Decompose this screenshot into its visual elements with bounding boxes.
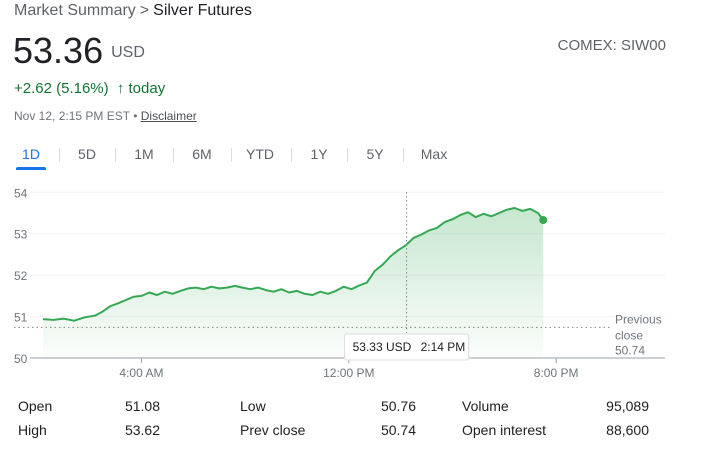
tab-divider [115, 148, 116, 162]
price-line [42, 207, 545, 322]
tab-divider [59, 148, 60, 162]
stat-value-low: 50.76 [380, 398, 416, 414]
tab-1m[interactable]: 1M [134, 146, 154, 162]
tab-1y[interactable]: 1Y [310, 146, 328, 162]
stat-value-volume: 95,089 [606, 398, 649, 414]
tab-divider [231, 148, 232, 162]
tooltip-time: 2:14 PM [421, 340, 466, 354]
price-chart[interactable]: 50 51 52 53 54 4:00 AM 12:00 PM 8:00 PM Previous… [0, 178, 709, 396]
stat-label-high: High [18, 422, 47, 438]
breadcrumb-parent-link[interactable]: Market Summary [14, 2, 136, 19]
previous-close-label: Previous [615, 312, 662, 326]
y-tick-label: 50 [14, 352, 28, 366]
disclaimer-link[interactable]: Disclaimer [140, 109, 197, 123]
arrow-up-icon: ↑ [116, 80, 125, 97]
stat-value-high: 53.62 [124, 422, 160, 438]
tab-divider [291, 148, 292, 162]
x-tick-label: 8:00 PM [534, 366, 579, 380]
price-change: +2.62 (5.16%) ↑ today [14, 80, 165, 97]
price-change-period: today [128, 80, 166, 97]
price-block: 53.36 USD [13, 30, 145, 72]
tab-divider [173, 148, 174, 162]
tab-divider [347, 148, 348, 162]
x-tick-label: 12:00 PM [323, 366, 374, 380]
exchange-ticker: COMEX: SIW00 [557, 37, 666, 54]
price-change-value: +2.62 (5.16%) [14, 80, 109, 97]
quote-timestamp: Nov 12, 2:15 PM EST • Disclaimer [14, 109, 197, 123]
range-tabs: 1D 5D 1M 6M YTD 1Y 5Y Max [0, 140, 480, 170]
y-tick-label: 53 [14, 228, 28, 242]
tab-6m[interactable]: 6M [192, 146, 212, 162]
stat-value-prev-close: 50.74 [380, 422, 416, 438]
tab-ytd[interactable]: YTD [246, 146, 274, 162]
stat-label-low: Low [240, 398, 266, 414]
stat-label-open-interest: Open interest [462, 422, 547, 438]
tab-5y[interactable]: 5Y [366, 146, 384, 162]
current-price: 53.36 [13, 30, 104, 71]
y-tick-label: 52 [14, 269, 28, 283]
timestamp-bullet: • [133, 109, 138, 123]
x-tick-label: 4:00 AM [119, 366, 163, 380]
price-area [43, 208, 544, 358]
previous-close-label: close [615, 328, 643, 342]
tooltip-price: 53.33 USD [353, 340, 412, 354]
hover-tooltip [344, 333, 470, 361]
tab-1d[interactable]: 1D [14, 140, 48, 170]
breadcrumb-separator: > [139, 2, 150, 19]
price-currency: USD [111, 44, 145, 61]
previous-close-value: 50.74 [615, 343, 645, 357]
stat-label-volume: Volume [462, 398, 509, 414]
tab-divider [403, 148, 404, 162]
stat-value-open: 51.08 [124, 398, 160, 414]
stat-label-open: Open [18, 398, 53, 414]
timestamp-text: Nov 12, 2:15 PM EST [14, 109, 130, 123]
breadcrumb-current: Silver Futures [153, 2, 252, 19]
y-tick-label: 51 [14, 311, 28, 325]
tab-5d[interactable]: 5D [78, 146, 96, 162]
breadcrumb: Market Summary > Silver Futures [14, 2, 252, 20]
hover-point [539, 216, 548, 225]
y-tick-label: 54 [14, 186, 28, 200]
tab-max[interactable]: Max [420, 146, 448, 162]
stat-value-open-interest: 88,600 [606, 422, 649, 438]
stat-label-prev-close: Prev close [240, 422, 306, 438]
